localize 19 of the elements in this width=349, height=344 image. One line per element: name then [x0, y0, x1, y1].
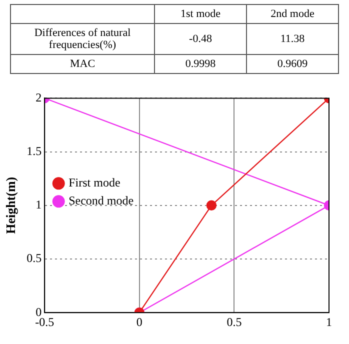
y-tick-label: 0.5	[26, 251, 42, 266]
legend-label: Second mode	[68, 194, 134, 208]
text: 2nd mode	[246, 4, 338, 24]
y-tick-label: 1.5	[26, 144, 42, 158]
text: Differences of natural frequencies(%)	[10, 24, 154, 54]
x-tick-label: 0	[136, 314, 142, 329]
x-tick-label: 0.5	[226, 314, 242, 329]
y-axis-title: Height(m)	[3, 176, 18, 234]
point	[206, 200, 217, 210]
text: 1st mode	[154, 4, 246, 24]
text: 11.38	[246, 24, 338, 54]
text: 0.9609	[246, 54, 338, 74]
x-tick-label: 1	[326, 314, 332, 329]
text: 0.9998	[154, 54, 246, 74]
legend-label: First mode	[68, 176, 120, 190]
y-tick-label: 1	[36, 198, 42, 212]
text: -0.48	[154, 24, 246, 54]
text: MAC	[10, 54, 154, 74]
y-tick-label: 2	[36, 90, 42, 104]
